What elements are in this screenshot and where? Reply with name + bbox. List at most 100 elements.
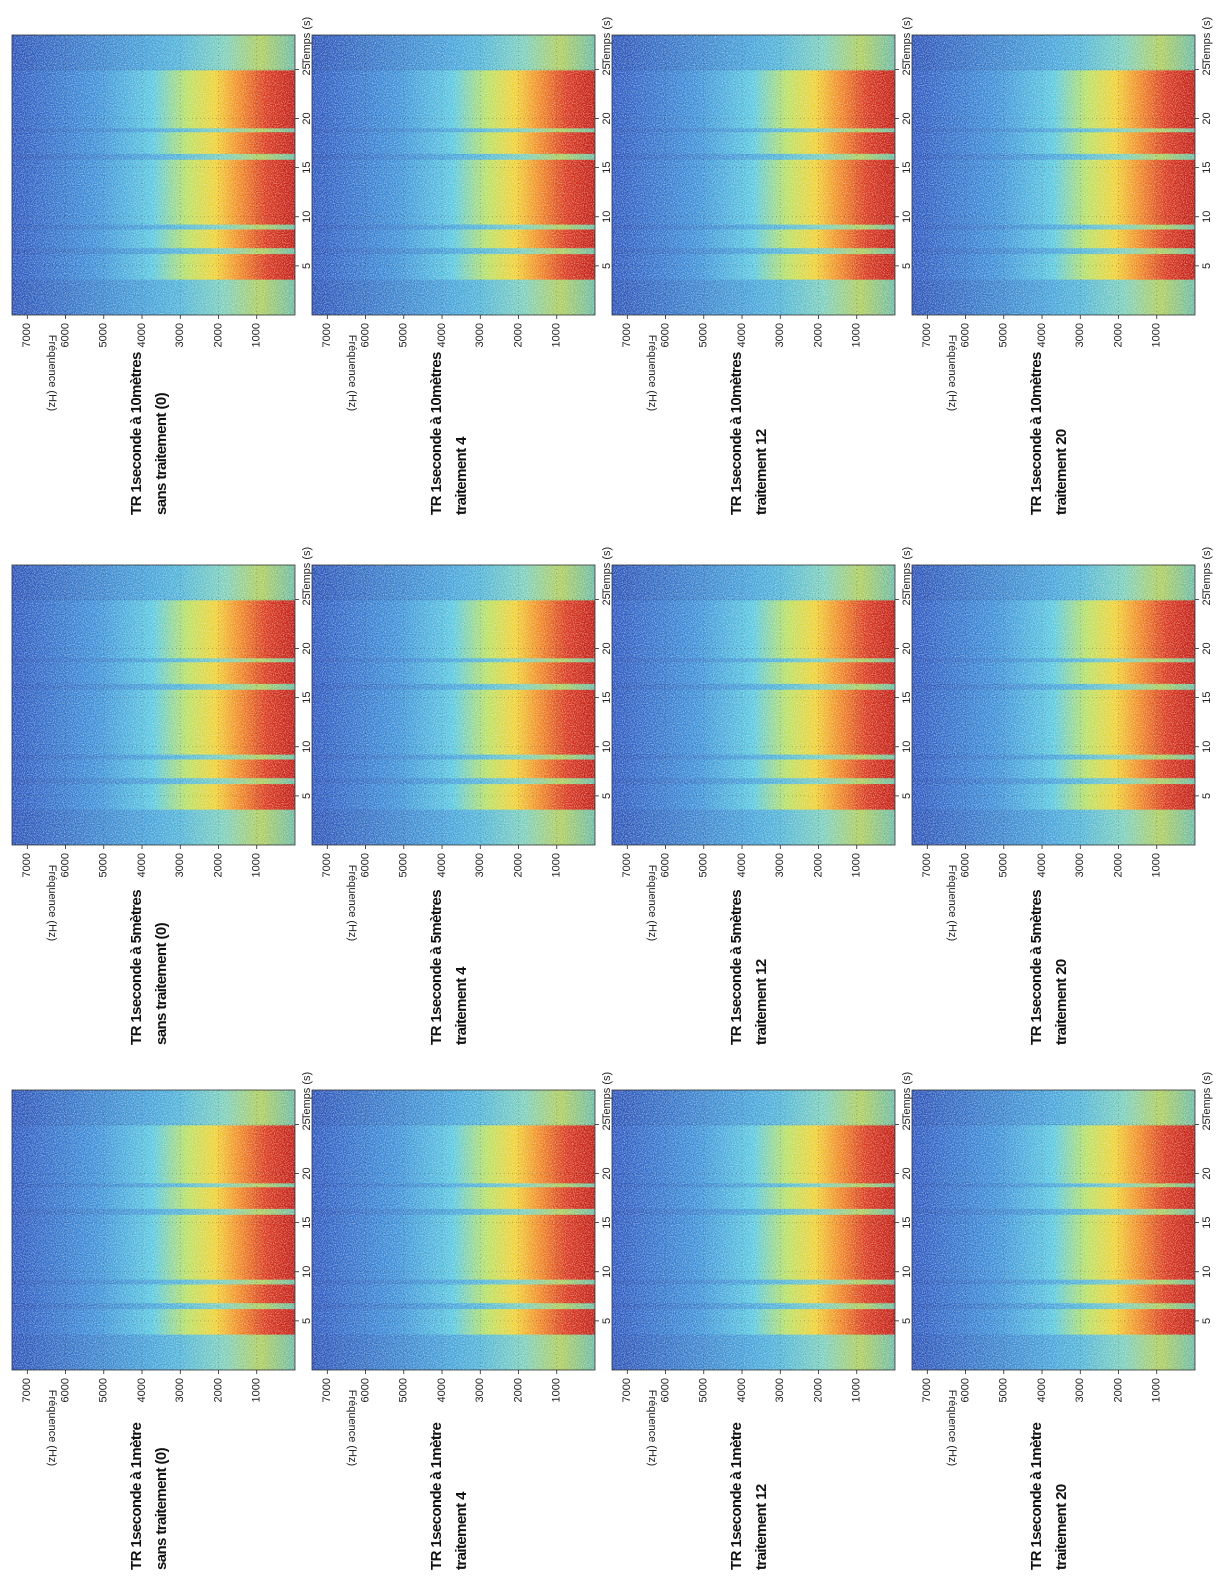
speckle-texture (912, 565, 1195, 845)
y-axis-label: Fréquence (Hz) (646, 1390, 658, 1466)
plot-frame (11, 564, 296, 846)
y-axis-label: Fréquence (Hz) (946, 1390, 958, 1466)
y-axis-label: Fréquence (Hz) (46, 865, 58, 941)
panel-title: TR 1seconde à 5mètres (428, 890, 445, 1045)
x-tick-label: 15 (601, 692, 613, 704)
x-tick-label: 15 (1201, 1217, 1213, 1229)
x-tick-label: 10 (901, 1266, 913, 1278)
x-tick-label: 25 (301, 1118, 313, 1130)
x-tick-label: 25 (1201, 593, 1213, 605)
speckle-texture (12, 35, 295, 315)
x-tick-label: 15 (901, 1217, 913, 1229)
plot-frame (311, 564, 596, 846)
y-tick-label: 1000 (851, 853, 863, 877)
panel-title: TR 1seconde à 1mètre (728, 1423, 745, 1570)
x-tick-label: 20 (1201, 642, 1213, 654)
x-tick-label: 25 (1201, 1118, 1213, 1130)
y-axis-label: Fréquence (Hz) (946, 865, 958, 941)
y-tick-label: 4000 (736, 323, 748, 347)
plot-frame (911, 1089, 1196, 1371)
panel-subtitle: traitement 4 (453, 1491, 470, 1570)
y-tick-label: 7000 (621, 853, 633, 877)
x-tick-label: 5 (1201, 263, 1213, 269)
y-tick-label: 4000 (736, 1378, 748, 1402)
panel-subtitle: sans traitement (0) (153, 392, 170, 515)
y-tick-label: 1000 (551, 323, 563, 347)
panel-title: TR 1seconde à 5mètres (728, 890, 745, 1045)
x-tick-label: 25 (601, 1118, 613, 1130)
x-tick-label: 20 (601, 112, 613, 124)
y-axis-label: Fréquence (Hz) (46, 335, 58, 411)
x-tick-label: 10 (1201, 741, 1213, 753)
x-tick-label: 10 (601, 211, 613, 223)
y-tick-label: 5000 (998, 323, 1010, 347)
x-tick-label: 20 (901, 642, 913, 654)
panel-subtitle: traitement 20 (1053, 429, 1070, 515)
x-axis-label: Temps (s) (1201, 1072, 1213, 1120)
y-tick-label: 7000 (321, 323, 333, 347)
y-tick-label: 7000 (321, 1378, 333, 1402)
panel-title: TR 1seconde à 5mètres (128, 890, 145, 1045)
y-tick-label: 5000 (398, 323, 410, 347)
y-tick-label: 4000 (1036, 323, 1048, 347)
plot-frame (11, 34, 296, 316)
speckle-texture (912, 35, 1195, 315)
y-tick-label: 2000 (212, 1378, 224, 1402)
y-tick-label: 1000 (851, 1378, 863, 1402)
x-tick-label: 20 (901, 112, 913, 124)
x-axis-label: Temps (s) (901, 1072, 913, 1120)
x-tick-label: 5 (901, 1318, 913, 1324)
panel-title: TR 1seconde à 1mètre (1028, 1423, 1045, 1570)
x-tick-label: 25 (1201, 63, 1213, 75)
x-tick-label: 5 (301, 793, 313, 799)
x-tick-label: 10 (301, 211, 313, 223)
x-tick-label: 20 (1201, 112, 1213, 124)
y-tick-label: 2000 (1112, 853, 1124, 877)
x-axis-label: Temps (s) (301, 1072, 313, 1120)
y-tick-label: 7000 (21, 853, 33, 877)
x-axis-label: Temps (s) (1201, 547, 1213, 595)
x-tick-label: 5 (601, 793, 613, 799)
panel-subtitle: sans traitement (0) (153, 922, 170, 1045)
x-axis-label: Temps (s) (301, 17, 313, 65)
y-tick-label: 5000 (398, 1378, 410, 1402)
y-tick-label: 6000 (359, 853, 371, 877)
speckle-texture (612, 565, 895, 845)
y-tick-label: 2000 (812, 853, 824, 877)
y-tick-label: 4000 (436, 323, 448, 347)
plot-frame (611, 1089, 896, 1371)
y-tick-label: 3000 (1074, 853, 1086, 877)
y-tick-label: 6000 (959, 1378, 971, 1402)
x-tick-label: 25 (901, 63, 913, 75)
x-tick-label: 20 (301, 1167, 313, 1179)
y-tick-label: 5000 (398, 853, 410, 877)
y-tick-label: 3000 (774, 1378, 786, 1402)
y-tick-label: 1000 (251, 323, 263, 347)
panel-title: TR 1seconde à 10mètres (1028, 352, 1045, 515)
y-tick-label: 5000 (998, 1378, 1010, 1402)
y-tick-label: 3000 (474, 1378, 486, 1402)
speckle-texture (612, 35, 895, 315)
x-tick-label: 15 (1201, 162, 1213, 174)
panel-subtitle: traitement 20 (1053, 959, 1070, 1045)
x-tick-label: 15 (301, 692, 313, 704)
speckle-texture (12, 565, 295, 845)
y-tick-label: 6000 (359, 323, 371, 347)
panel-subtitle: traitement 12 (753, 1484, 770, 1570)
y-tick-label: 7000 (621, 323, 633, 347)
x-tick-label: 5 (901, 263, 913, 269)
y-tick-label: 3000 (174, 1378, 186, 1402)
y-tick-label: 2000 (512, 1378, 524, 1402)
x-tick-label: 20 (301, 112, 313, 124)
panel-subtitle: traitement 4 (453, 966, 470, 1045)
x-tick-label: 15 (901, 162, 913, 174)
x-tick-label: 10 (301, 1266, 313, 1278)
x-tick-label: 15 (601, 1217, 613, 1229)
x-tick-label: 10 (901, 741, 913, 753)
y-axis-label: Fréquence (Hz) (346, 865, 358, 941)
y-tick-label: 1000 (251, 1378, 263, 1402)
x-axis-label: Temps (s) (1201, 17, 1213, 65)
